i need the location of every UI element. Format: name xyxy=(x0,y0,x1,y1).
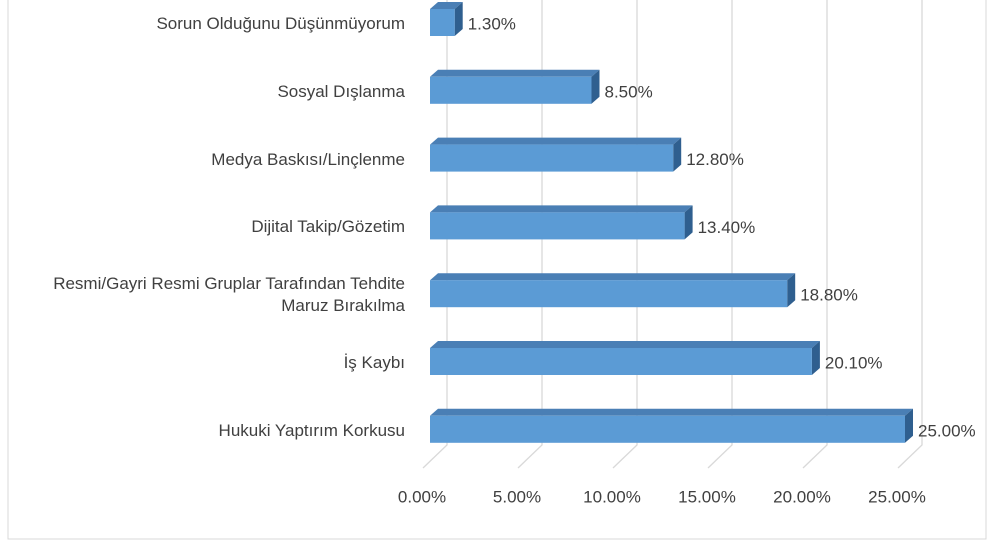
bar-side xyxy=(811,341,820,375)
bar-side xyxy=(905,408,913,443)
value-label: 12.80% xyxy=(686,150,744,169)
value-label: 13.40% xyxy=(698,218,756,237)
bar-front xyxy=(430,280,788,308)
bar-top xyxy=(430,205,693,213)
bar-front xyxy=(430,348,812,375)
y-tick-label: Hukuki Yaptırım Korkusu xyxy=(218,420,405,440)
value-label: 8.50% xyxy=(605,82,653,101)
grid-line xyxy=(802,0,828,469)
grid-line xyxy=(707,0,733,469)
bar-top xyxy=(430,341,820,348)
y-tick-label: Dijital Takip/Gözetim xyxy=(251,217,405,237)
bar-top xyxy=(430,69,600,77)
bar xyxy=(430,273,796,308)
value-label: 18.80% xyxy=(800,286,858,305)
y-tick-label: Resmi/Gayri Resmi Gruplar Tarafından Teh… xyxy=(53,274,405,316)
bar xyxy=(430,408,913,443)
bar-top xyxy=(430,273,796,281)
bar-front xyxy=(430,212,685,240)
bar-front xyxy=(430,415,905,443)
value-label: 25.00% xyxy=(918,421,976,440)
bar xyxy=(430,341,820,375)
bar xyxy=(430,205,693,240)
bar-side xyxy=(591,69,600,104)
x-tick-label: 10.00% xyxy=(583,487,641,506)
bar-side xyxy=(787,273,796,308)
bar xyxy=(430,137,682,172)
y-tick-label: Sosyal Dışlanma xyxy=(277,81,405,101)
x-tick-label: 0.00% xyxy=(398,487,446,506)
x-tick-label: 20.00% xyxy=(773,487,831,506)
bar-front xyxy=(430,76,592,104)
bar-front xyxy=(430,144,674,172)
bar-side xyxy=(684,205,693,240)
x-tick-label: 25.00% xyxy=(868,487,926,506)
bar xyxy=(430,2,463,36)
bar-front xyxy=(430,9,455,36)
chart-border xyxy=(7,0,987,540)
bar-top xyxy=(430,408,913,416)
bar-side xyxy=(673,137,682,172)
bar-top xyxy=(430,2,463,9)
bar-top xyxy=(430,137,682,145)
value-label: 20.10% xyxy=(825,353,883,372)
value-label: 1.30% xyxy=(468,14,516,33)
bar xyxy=(430,69,600,104)
y-tick-label: İş Kaybı xyxy=(343,353,405,372)
bar-side xyxy=(454,2,463,36)
y-tick-label: Sorun Olduğunu Düşünmüyorum xyxy=(156,14,405,33)
x-tick-label: 15.00% xyxy=(678,487,736,506)
grid-line xyxy=(897,0,923,469)
y-tick-label: Medya Baskısı/Linçlenme xyxy=(211,149,405,169)
x-tick-label: 5.00% xyxy=(493,487,541,506)
